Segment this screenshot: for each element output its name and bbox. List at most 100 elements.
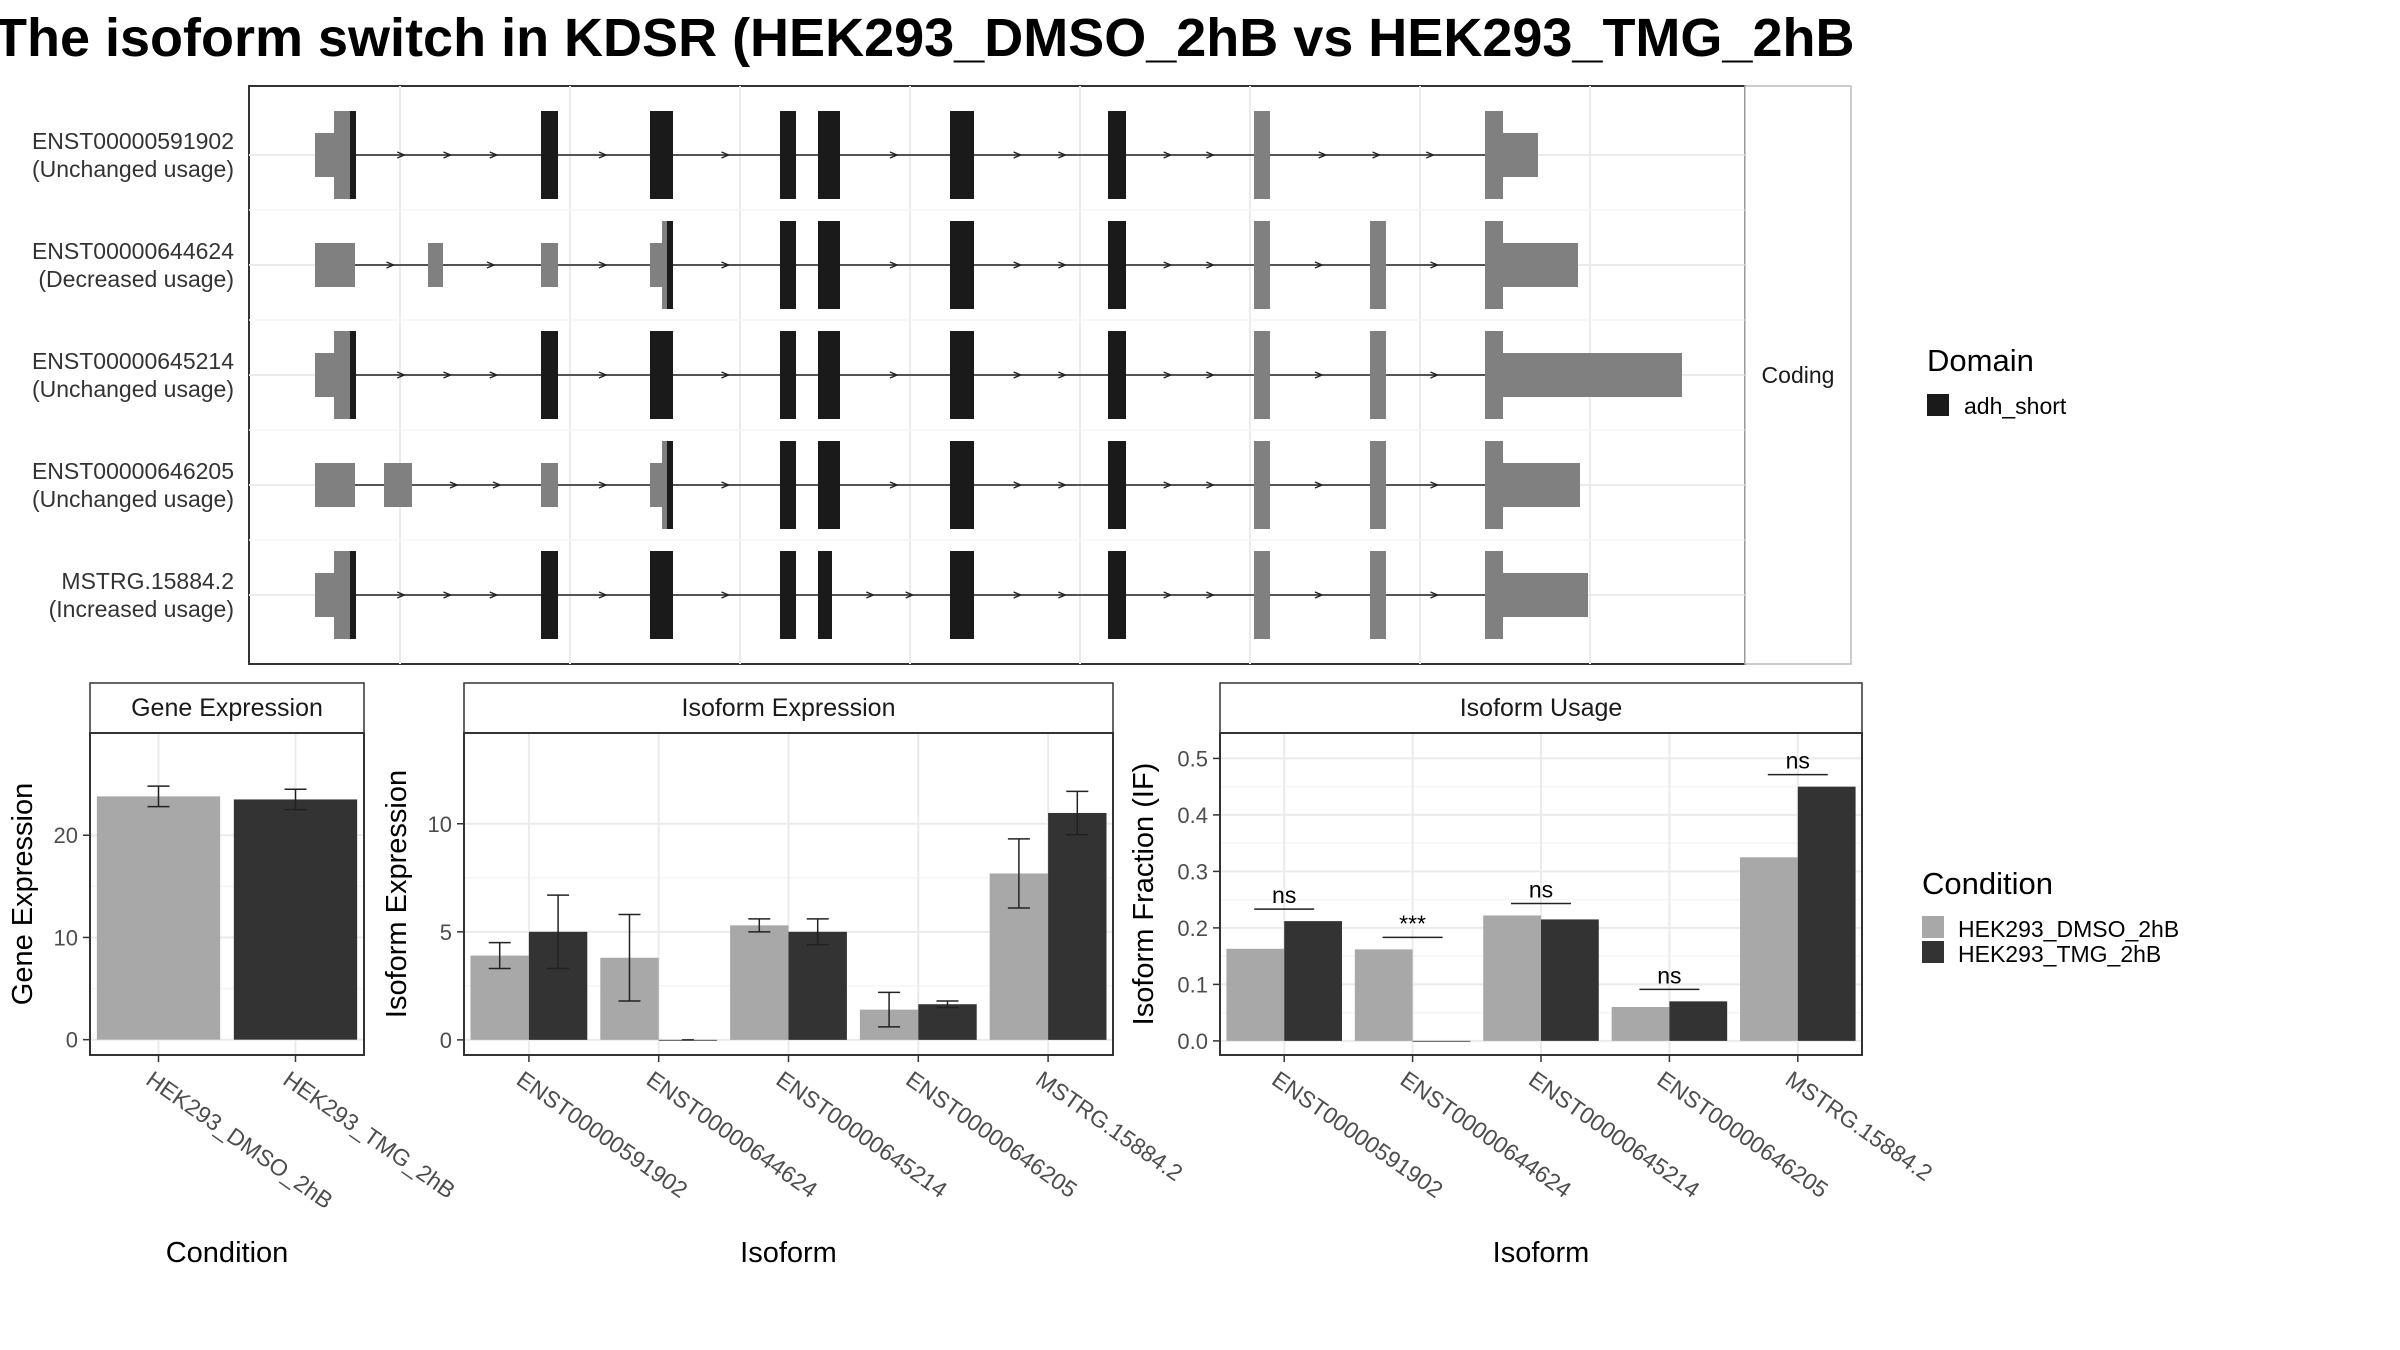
transcript-usage-label: (Unchanged usage) [32, 486, 234, 512]
transcript-usage-label: (Decreased usage) [38, 266, 234, 292]
domain-exon [818, 441, 840, 529]
domain-exon [950, 331, 974, 419]
intron-arrow [1206, 261, 1216, 269]
coding-exon [1485, 551, 1503, 639]
domain-exon [780, 111, 796, 199]
significance-label: ns [1786, 748, 1810, 774]
intron-arrow [1013, 151, 1023, 159]
intron-arrow [1013, 481, 1023, 489]
domain-exon [350, 331, 356, 419]
y-axis-label: Gene Expression [7, 783, 39, 1005]
intron-arrow [489, 591, 499, 599]
domain-exon [818, 221, 840, 309]
domain-exon [541, 551, 558, 639]
isoform-expression-panel: Isoform Expression 0 5 10 Isoform Expression… [381, 682, 1188, 1269]
coding-exon [1254, 111, 1270, 199]
y-tick-label: 0 [440, 1028, 452, 1053]
coding-exon [1370, 331, 1386, 419]
intron-arrow [1058, 481, 1068, 489]
bar [96, 796, 221, 1040]
bar [1048, 812, 1107, 1040]
domain-exon [780, 331, 796, 419]
utr-exon [1503, 353, 1682, 397]
intron-arrow [443, 371, 453, 379]
intron-arrow [489, 371, 499, 379]
coding-exon [1485, 441, 1503, 529]
y-tick-label: 0.2 [1177, 916, 1208, 941]
y-axis-label: Isoform Fraction (IF) [1128, 763, 1160, 1026]
intron-arrow [1430, 371, 1440, 379]
coding-strip [1744, 85, 1852, 665]
domain-exon [780, 221, 796, 309]
condition-legend: Condition HEK293_DMSO_2hB HEK293_TMG_2hB [1922, 866, 2179, 967]
domain-exon [350, 111, 356, 199]
domain-exon [541, 111, 558, 199]
domain-exon [780, 551, 796, 639]
intron-arrow [1430, 481, 1440, 489]
utr-exon [428, 243, 443, 287]
intron-arrow [1163, 481, 1173, 489]
y-tick-label: 0.5 [1177, 746, 1208, 771]
transcript-tracks [315, 111, 1682, 639]
intron-arrow [721, 261, 731, 269]
domain-exon [950, 441, 974, 529]
domain-exon [667, 221, 673, 309]
coding-exon [334, 551, 352, 639]
bar [1541, 919, 1599, 1041]
utr-exon [315, 353, 334, 397]
coding-exon [1254, 221, 1270, 309]
intron-arrow [889, 261, 899, 269]
bar [1611, 1006, 1670, 1041]
coding-exon [334, 331, 352, 419]
y-axis-label: Isoform Expression [381, 770, 413, 1018]
bar [1354, 949, 1413, 1041]
transcript-id-label: ENST00000591902 [32, 128, 234, 154]
domain-legend-entry: adh_short [1964, 393, 2067, 419]
coding-exon [1485, 221, 1503, 309]
x-axis-label: Condition [166, 1237, 289, 1269]
transcript-track [315, 331, 1682, 419]
significance-label: ns [1657, 962, 1681, 988]
bar [233, 799, 358, 1040]
utr-exon [384, 463, 412, 507]
condition-legend-title: Condition [1922, 866, 2053, 901]
intron-arrow [598, 371, 608, 379]
y-tick-label: 20 [54, 823, 78, 848]
x-axis-label: Isoform [1493, 1237, 1590, 1269]
panel-strip-label: Isoform Expression [682, 694, 896, 722]
utr-exon [1503, 573, 1588, 617]
domain-exon [650, 331, 673, 419]
utr-exon [315, 463, 355, 507]
intron-arrow [598, 261, 608, 269]
bar [1797, 786, 1856, 1041]
domain-exon [818, 111, 840, 199]
transcript-track [315, 111, 1538, 199]
domain-exon [1108, 331, 1126, 419]
intron-arrow [866, 591, 876, 599]
condition-legend-key-tmg [1922, 941, 1944, 963]
transcript-track [315, 551, 1588, 639]
intron-arrow [1430, 261, 1440, 269]
utr-exon [650, 243, 663, 287]
transcript-usage-label: (Unchanged usage) [32, 156, 234, 182]
bar [788, 931, 847, 1040]
domain-exon [818, 331, 840, 419]
transcript-track [315, 441, 1580, 529]
intron-arrow [492, 481, 502, 489]
intron-arrow [396, 151, 407, 159]
y-tick-label: 0.4 [1177, 803, 1208, 828]
bar [1740, 857, 1798, 1041]
intron-arrow [1013, 591, 1023, 599]
domain-exon [541, 331, 558, 419]
transcript-id-label: ENST00000646205 [32, 458, 234, 484]
y-tick-label: 0.0 [1177, 1029, 1208, 1054]
utr-exon [315, 243, 355, 287]
coding-exon [1485, 111, 1503, 199]
intron-arrow [396, 591, 407, 599]
utr-exon [1503, 463, 1580, 507]
panel-strip [1219, 682, 1863, 734]
bar [1226, 948, 1285, 1041]
domain-exon [650, 551, 673, 639]
domain-legend-title: Domain [1927, 343, 2034, 378]
utr-exon [1503, 133, 1538, 177]
